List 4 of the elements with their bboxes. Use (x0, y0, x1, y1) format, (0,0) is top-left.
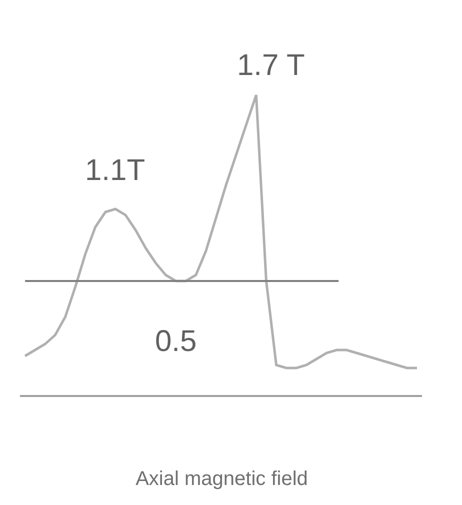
text: 1.7 T (237, 49, 305, 82)
text: Axial magnetic field (136, 468, 308, 490)
annotation: 0.5 (155, 325, 197, 358)
annotation: 1.1T (85, 154, 146, 187)
